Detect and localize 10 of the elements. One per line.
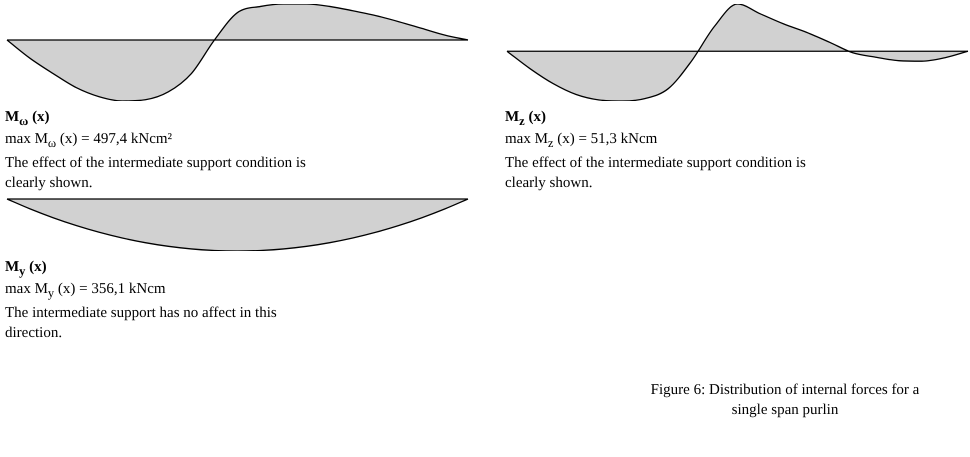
text: M$_{ω}$ (x) <box>5 109 51 129</box>
text: The effect of the intermediate support condition is clearly shown. <box>5 154 307 193</box>
caption: Figure 6: Distribution of internal forces for a single span purlin <box>650 381 920 420</box>
text: max M$_{z}$ (x) = 51,3 kNcm <box>505 130 658 152</box>
text: The effect of the intermediate support condition is clearly shown. <box>505 154 807 193</box>
text: max M$_{y}$ (x) = 356,1 kNcm <box>5 280 167 302</box>
text: M$_{y}$ (x) <box>5 259 48 279</box>
text: The intermediate support has no affect in this direction. <box>5 304 278 343</box>
text: max M$_{ω}$ (x) = 497,4 kNcm² <box>5 130 174 152</box>
text: M$_{z}$ (x) <box>505 109 547 129</box>
